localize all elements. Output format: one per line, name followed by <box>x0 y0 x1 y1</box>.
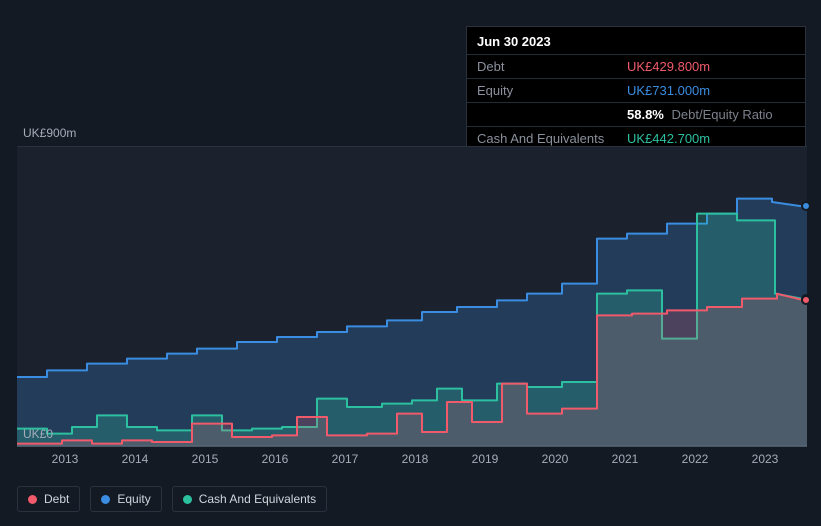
legend: Debt Equity Cash And Equivalents <box>17 486 327 512</box>
swatch-icon <box>183 495 192 504</box>
swatch-icon <box>101 495 110 504</box>
chart-wrap: UK£900m UK£0 201320142015201620172018201… <box>17 126 807 470</box>
tooltip-row-debt: Debt UK£429.800m <box>467 54 805 78</box>
legend-item-equity[interactable]: Equity <box>90 486 161 512</box>
y-axis-min-label: UK£0 <box>23 427 53 441</box>
legend-label: Equity <box>117 492 150 506</box>
x-tick-label: 2017 <box>332 452 359 466</box>
chart-plot-area[interactable]: UK£0 <box>17 146 807 446</box>
tooltip-label-blank <box>477 107 627 122</box>
x-tick-label: 2022 <box>682 452 709 466</box>
x-tick-label: 2016 <box>262 452 289 466</box>
x-axis: 2013 2014 2015 2016 2017 2018 2019 2020 2021 2022… <box>17 452 807 470</box>
x-tick-label: 2023 <box>752 452 779 466</box>
tooltip-ratio: 58.8% Debt/Equity Ratio <box>627 107 773 122</box>
x-tick-label: 2020 <box>542 452 569 466</box>
series-end-dot <box>801 295 811 305</box>
x-tick-label: 2014 <box>122 452 149 466</box>
x-tick-label: 2015 <box>192 452 219 466</box>
tooltip-label: Equity <box>477 83 627 98</box>
y-axis-max-label: UK£900m <box>17 126 807 140</box>
series-end-dot <box>801 201 811 211</box>
swatch-icon <box>28 495 37 504</box>
legend-label: Cash And Equivalents <box>199 492 316 506</box>
legend-item-debt[interactable]: Debt <box>17 486 80 512</box>
tooltip-value: UK£731.000m <box>627 83 710 98</box>
tooltip-date: Jun 30 2023 <box>467 27 805 54</box>
legend-label: Debt <box>44 492 69 506</box>
chart-svg <box>17 147 807 447</box>
tooltip-row-equity: Equity UK£731.000m <box>467 78 805 102</box>
x-tick-label: 2019 <box>472 452 499 466</box>
tooltip-row-ratio: 58.8% Debt/Equity Ratio <box>467 102 805 126</box>
tooltip-label: Debt <box>477 59 627 74</box>
chart-panel: Jun 30 2023 Debt UK£429.800m Equity UK£7… <box>0 0 821 526</box>
tooltip-value: UK£429.800m <box>627 59 710 74</box>
x-tick-label: 2018 <box>402 452 429 466</box>
x-tick-label: 2013 <box>52 452 79 466</box>
legend-item-cash[interactable]: Cash And Equivalents <box>172 486 327 512</box>
x-tick-label: 2021 <box>612 452 639 466</box>
